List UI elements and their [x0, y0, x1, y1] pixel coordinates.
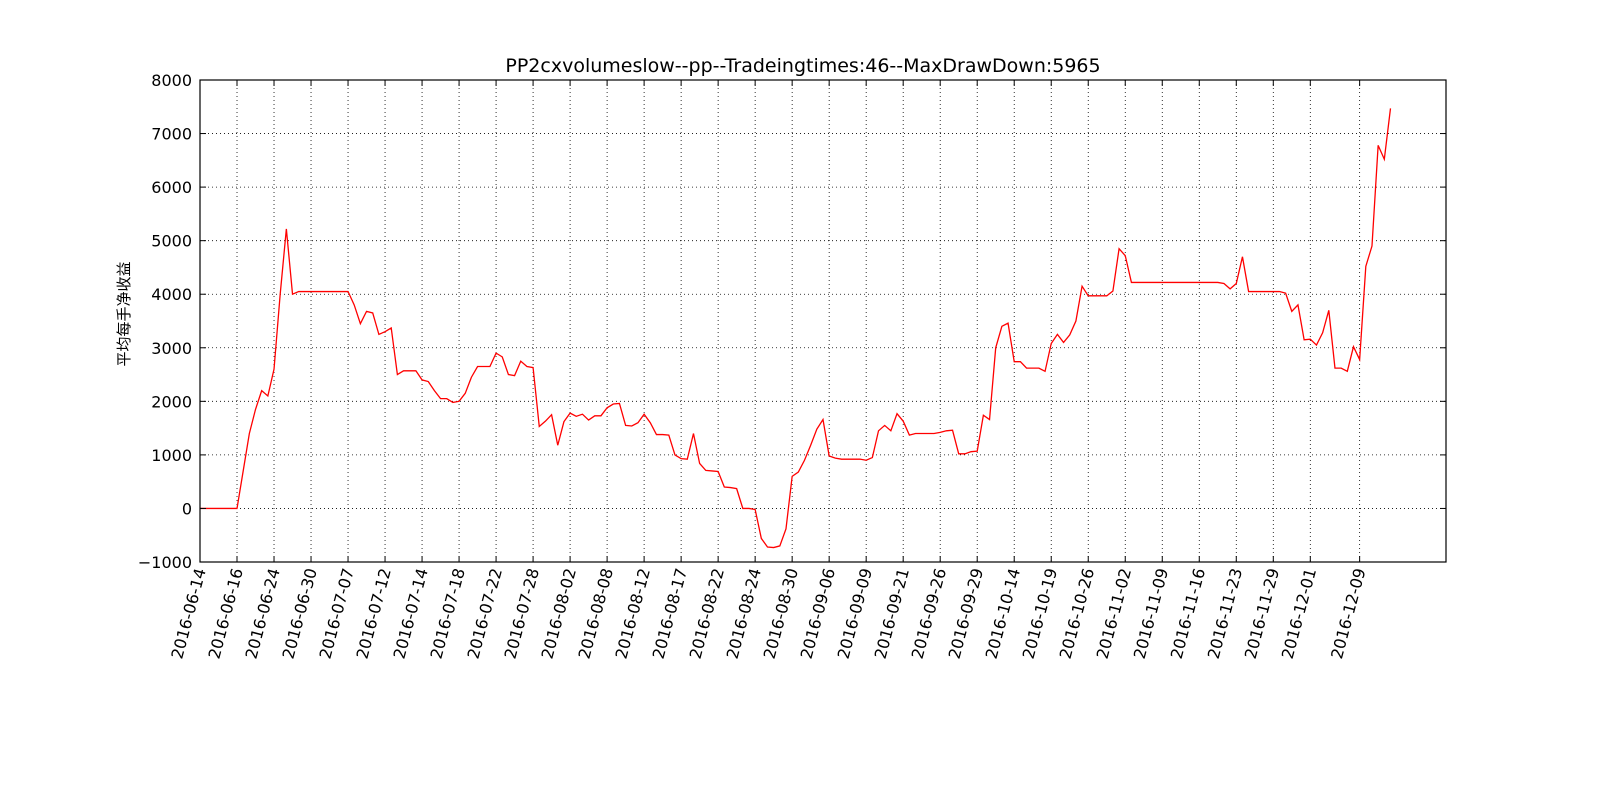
y-tick-label: 6000	[151, 178, 192, 197]
x-tick-label: 2016-09-06	[797, 566, 839, 661]
x-tick-label: 2016-08-22	[686, 566, 728, 661]
x-tick-label: 2016-07-12	[352, 566, 394, 661]
y-tick-label: 0	[182, 499, 192, 518]
x-tick-label: 2016-08-30	[760, 566, 802, 661]
grid-lines	[199, 80, 1446, 562]
y-tick-label: 5000	[151, 232, 192, 251]
x-tick-label: 2016-06-14	[167, 566, 209, 661]
x-tick-label: 2016-09-29	[945, 566, 987, 661]
x-tick-label: 2016-06-24	[241, 566, 283, 661]
x-tick-label: 2016-07-14	[390, 566, 432, 661]
x-tick-label: 2016-08-17	[649, 566, 691, 661]
x-tick-label: 2016-08-12	[612, 566, 654, 661]
x-tick-label: 2016-07-07	[315, 566, 357, 661]
x-axis-ticks: 2016-06-142016-06-162016-06-242016-06-30…	[167, 80, 1370, 661]
x-tick-label: 2016-06-30	[278, 566, 320, 661]
plot-area-frame	[199, 79, 1447, 563]
y-axis-label: 平均每手净收益	[115, 261, 133, 366]
x-tick-label: 2016-08-24	[723, 566, 765, 661]
x-tick-label: 2016-11-23	[1204, 566, 1246, 661]
y-axis-ticks: −1000 0 1000 2000 3000 4000 5000 6000 7000 8000	[138, 71, 1446, 572]
y-tick-label: 3000	[151, 339, 192, 358]
y-tick-label: 2000	[151, 392, 192, 411]
chart-title: PP2cxvolumeslow--pp--Tradeingtimes:46--M…	[505, 55, 1100, 77]
x-tick-label: 2016-09-09	[834, 566, 876, 661]
x-tick-label: 2016-10-26	[1056, 566, 1098, 661]
y-tick-label: 1000	[151, 446, 192, 465]
y-tick-label: −1000	[138, 553, 192, 572]
x-tick-label: 2016-08-02	[538, 566, 580, 661]
y-tick-label: 8000	[151, 71, 192, 90]
x-tick-label: 2016-11-16	[1167, 566, 1209, 661]
x-tick-label: 2016-09-26	[908, 566, 950, 661]
x-tick-label: 2016-08-08	[575, 566, 617, 661]
y-tick-label: 4000	[151, 285, 192, 304]
series-line	[200, 108, 1392, 549]
x-tick-label: 2016-10-14	[982, 566, 1024, 661]
x-tick-label: 2016-07-18	[427, 566, 469, 661]
x-tick-label: 2016-07-22	[464, 566, 506, 661]
x-tick-label: 2016-12-01	[1278, 566, 1320, 661]
y-tick-label: 7000	[151, 125, 192, 144]
x-tick-label: 2016-09-21	[871, 566, 913, 661]
x-tick-label: 2016-11-09	[1130, 566, 1172, 661]
x-tick-label: 2016-11-02	[1093, 566, 1135, 661]
x-tick-label: 2016-11-29	[1241, 566, 1283, 661]
x-tick-label: 2016-10-19	[1019, 566, 1061, 661]
x-tick-label: 2016-12-09	[1327, 566, 1369, 661]
x-tick-label: 2016-06-16	[204, 566, 246, 661]
x-tick-label: 2016-07-28	[501, 566, 543, 661]
